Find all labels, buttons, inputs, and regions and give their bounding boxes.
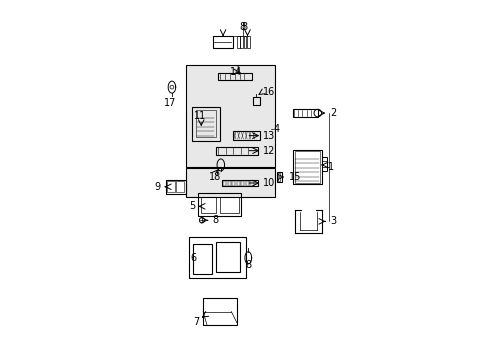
Text: 8: 8 <box>212 215 218 225</box>
Text: 8: 8 <box>239 22 245 32</box>
Bar <box>243 36 246 48</box>
Bar <box>293 150 321 184</box>
Bar <box>189 237 245 278</box>
Bar <box>216 147 257 155</box>
Bar <box>227 181 230 186</box>
Bar <box>220 197 238 213</box>
Bar <box>245 181 248 186</box>
Text: 9: 9 <box>154 182 160 192</box>
Text: 4: 4 <box>273 124 279 134</box>
Text: 13: 13 <box>263 131 275 141</box>
Text: 18: 18 <box>208 172 221 183</box>
Text: 10: 10 <box>263 178 275 188</box>
Bar <box>223 181 226 186</box>
Bar <box>246 36 249 48</box>
Bar <box>176 181 184 192</box>
Bar <box>232 181 235 186</box>
Bar <box>321 157 326 171</box>
Bar <box>278 173 280 176</box>
Text: 12: 12 <box>263 146 275 156</box>
Bar <box>186 168 274 197</box>
Bar <box>222 180 257 186</box>
Text: 2: 2 <box>329 108 335 118</box>
Text: 15: 15 <box>288 172 300 182</box>
Bar <box>250 181 253 186</box>
Bar <box>277 172 281 182</box>
Bar <box>201 197 216 213</box>
Text: 8: 8 <box>241 22 247 32</box>
Text: 1: 1 <box>327 162 334 172</box>
Bar <box>294 151 320 183</box>
Text: 8: 8 <box>245 260 251 270</box>
Text: 16: 16 <box>263 87 275 96</box>
Text: 14: 14 <box>229 67 241 77</box>
Bar <box>241 181 244 186</box>
Bar <box>165 180 186 194</box>
Bar <box>198 193 241 216</box>
Text: 3: 3 <box>329 216 335 226</box>
Text: 17: 17 <box>164 98 177 108</box>
Bar <box>212 36 233 48</box>
Bar <box>233 131 259 140</box>
Bar <box>186 65 274 167</box>
Bar <box>240 36 243 48</box>
Bar <box>191 107 220 140</box>
Bar <box>237 36 239 48</box>
Bar <box>278 177 280 181</box>
Bar <box>218 73 251 80</box>
Bar <box>203 298 237 325</box>
Bar <box>195 111 216 137</box>
Text: 6: 6 <box>190 253 197 263</box>
Text: 7: 7 <box>193 317 199 327</box>
Bar <box>293 109 317 117</box>
Bar <box>253 96 260 105</box>
Bar <box>236 181 240 186</box>
Text: 5: 5 <box>189 201 195 211</box>
Bar <box>166 181 175 192</box>
Text: 11: 11 <box>193 111 205 121</box>
Bar <box>193 244 211 274</box>
Bar <box>215 242 240 272</box>
